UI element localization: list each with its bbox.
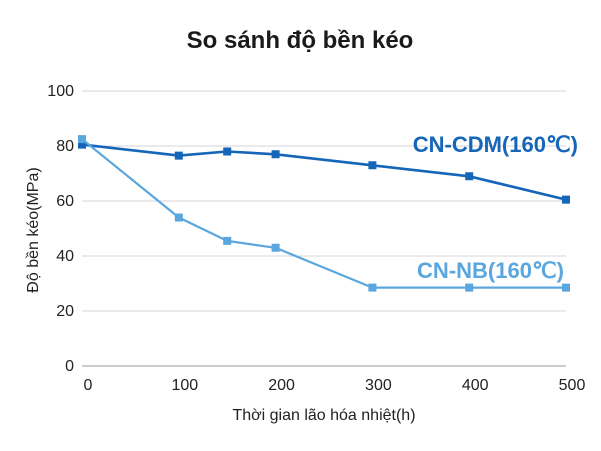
x-tick-label: 300 bbox=[365, 377, 392, 394]
x-tick-label: 100 bbox=[171, 377, 198, 394]
series-lines bbox=[78, 135, 570, 292]
y-tick-label: 60 bbox=[56, 193, 74, 210]
x-axis-ticks: 0 100 200 300 400 500 bbox=[84, 377, 586, 394]
series-label-cn-cdm: CN-CDM(160℃) bbox=[413, 132, 578, 157]
series-label-cn-nb: CN-NB(160℃) bbox=[417, 258, 564, 283]
y-tick-label: 40 bbox=[56, 248, 74, 265]
data-point bbox=[465, 283, 474, 292]
data-point bbox=[78, 140, 86, 149]
data-point bbox=[368, 283, 377, 292]
x-tick-label: 200 bbox=[268, 377, 295, 394]
x-axis-label: Thời gian lão hóa nhiệt(h) bbox=[232, 407, 415, 424]
y-axis-ticks: 0 20 40 60 80 100 bbox=[47, 83, 74, 375]
data-point bbox=[174, 151, 183, 160]
data-point bbox=[174, 213, 183, 222]
y-tick-label: 0 bbox=[65, 358, 74, 375]
data-point bbox=[223, 147, 232, 156]
data-point bbox=[271, 243, 280, 252]
data-point bbox=[223, 236, 232, 245]
y-tick-label: 80 bbox=[56, 138, 74, 155]
y-axis-label: Độ bền kéo(MPa) bbox=[25, 167, 42, 292]
data-point bbox=[465, 172, 474, 181]
data-point bbox=[562, 283, 570, 292]
data-point bbox=[78, 135, 86, 144]
y-tick-label: 100 bbox=[47, 83, 74, 100]
grid bbox=[82, 90, 566, 367]
data-point bbox=[271, 150, 280, 159]
data-point bbox=[562, 195, 570, 204]
data-point bbox=[368, 161, 377, 170]
x-tick-label: 0 bbox=[84, 377, 93, 394]
x-tick-label: 400 bbox=[462, 377, 489, 394]
y-tick-label: 20 bbox=[56, 303, 74, 320]
x-tick-label: 500 bbox=[559, 377, 586, 394]
chart-title: So sánh độ bền kéo bbox=[187, 27, 414, 54]
